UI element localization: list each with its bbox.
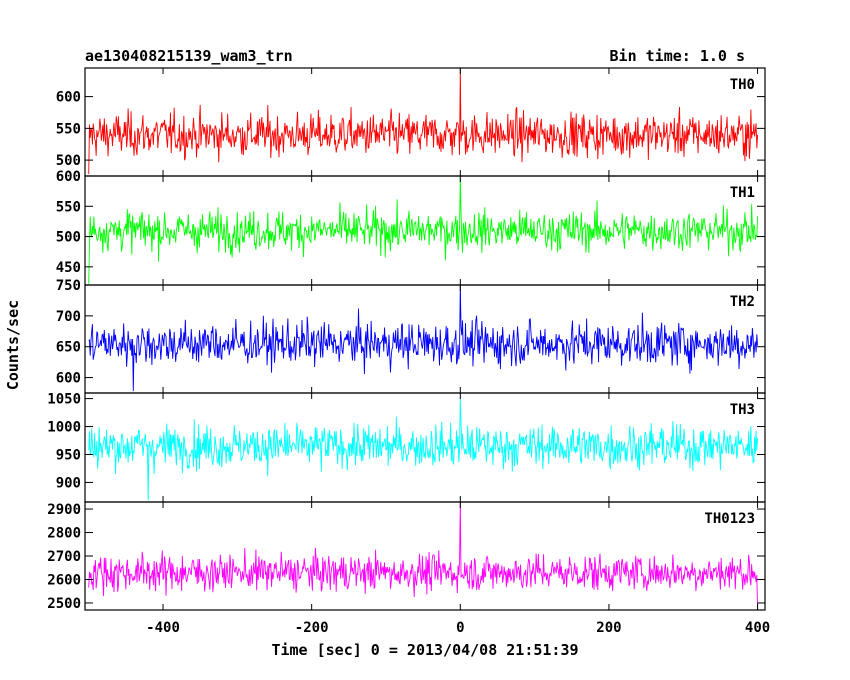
y-tick-label: 2700 xyxy=(47,549,81,565)
chart-title: ae130408215139_wam3_trn xyxy=(85,47,293,65)
series-line-th0 xyxy=(88,67,759,175)
y-tick-label: 600 xyxy=(56,169,81,185)
x-axis-label: Time [sec] 0 = 2013/04/08 21:51:39 xyxy=(271,641,578,659)
y-tick-label: 550 xyxy=(56,199,81,215)
bin-time-label: Bin time: 1.0 s xyxy=(610,47,745,65)
x-tick-label: -400 xyxy=(146,620,180,636)
y-tick-label: 600 xyxy=(56,90,81,106)
panel-label-th3: TH3 xyxy=(730,402,755,418)
y-tick-label: 2600 xyxy=(47,572,81,588)
y-tick-label: 450 xyxy=(56,260,81,276)
panel-label-th2: TH2 xyxy=(730,294,755,310)
series-line-th3 xyxy=(88,398,759,501)
y-tick-label: 500 xyxy=(56,230,81,246)
series-line-th1 xyxy=(88,177,759,284)
panel-label-th0: TH0 xyxy=(730,77,755,93)
x-tick-label: -200 xyxy=(295,620,329,636)
y-tick-label: 1050 xyxy=(47,392,81,408)
y-tick-label: 600 xyxy=(56,371,81,387)
panel-frame-th0123 xyxy=(84,501,766,611)
y-tick-label: 550 xyxy=(56,121,81,137)
x-tick-label: 200 xyxy=(596,620,621,636)
panel-label-th0123: TH0123 xyxy=(704,511,755,527)
panel-frame-th0 xyxy=(84,67,766,177)
y-tick-label: 750 xyxy=(56,278,81,294)
y-tick-label: 700 xyxy=(56,309,81,325)
panel-label-th1: TH1 xyxy=(730,185,755,201)
y-tick-label: 500 xyxy=(56,153,81,169)
y-tick-label: 950 xyxy=(56,447,81,463)
x-tick-label: 0 xyxy=(456,620,464,636)
y-tick-label: 2800 xyxy=(47,526,81,542)
series-line-th2 xyxy=(88,284,759,392)
y-tick-label: 2500 xyxy=(47,596,81,612)
series-line-th0123 xyxy=(88,501,759,611)
panels-group: 500 550 600 TH0 450 500 550 600 TH1 600 650 700 750 T… xyxy=(47,67,770,636)
y-axis-label: Counts/sec xyxy=(4,300,22,390)
x-tick-label: 400 xyxy=(745,620,770,636)
y-tick-label: 2900 xyxy=(47,502,81,518)
y-tick-label: 650 xyxy=(56,340,81,356)
y-tick-label: 900 xyxy=(56,475,81,491)
y-tick-label: 1000 xyxy=(47,420,81,436)
